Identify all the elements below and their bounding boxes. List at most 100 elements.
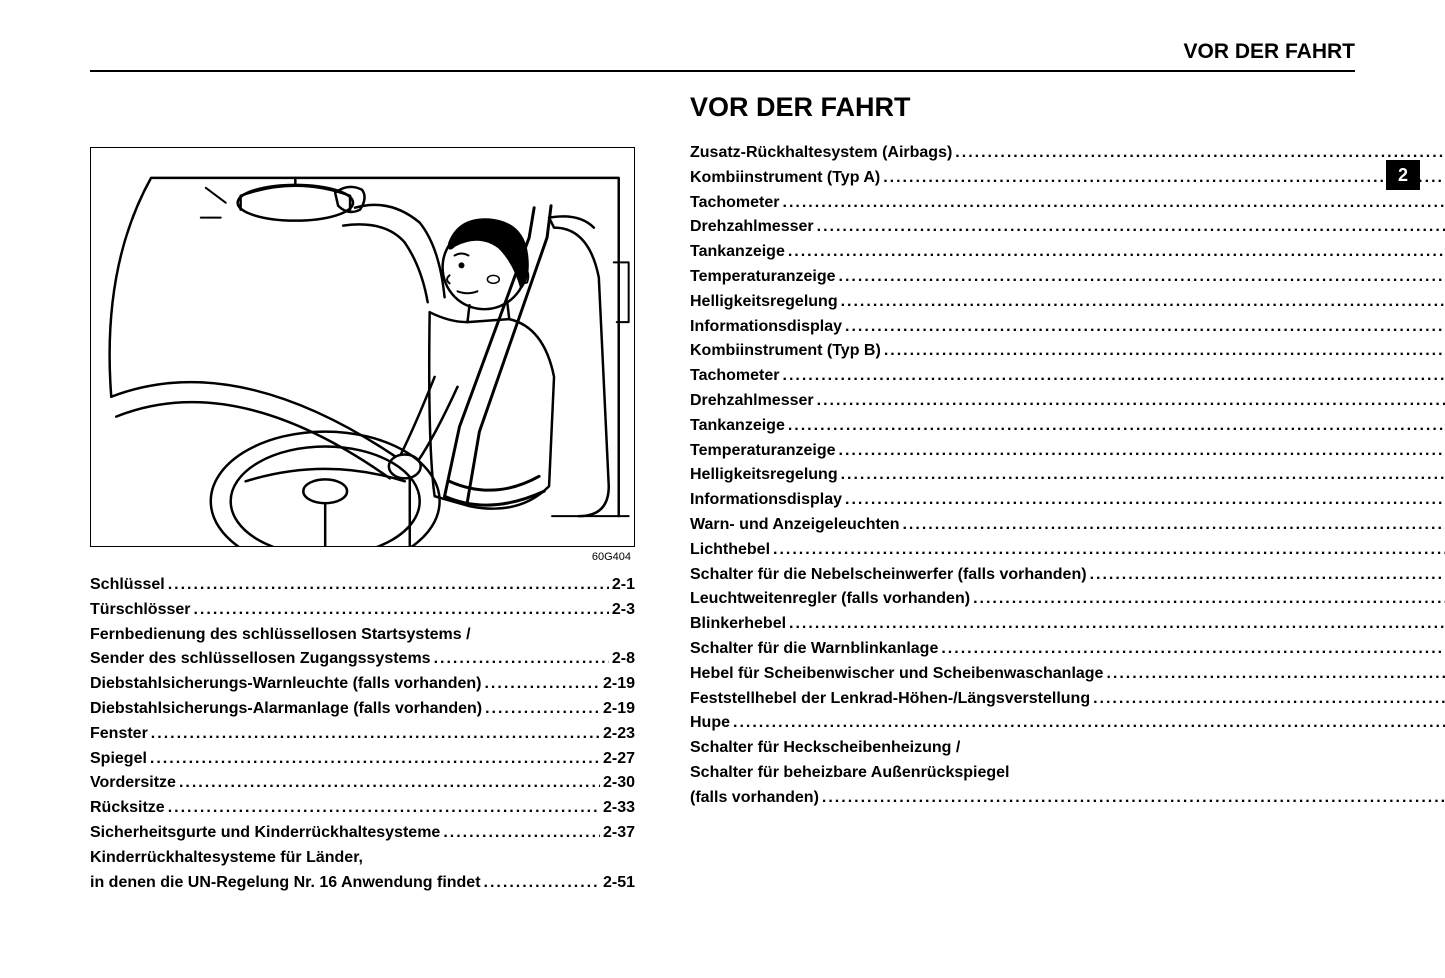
toc-page: 2-33 [603, 796, 635, 821]
toc-entry: Schalter für die Warnblinkanlage 2-163 [690, 637, 1445, 662]
toc-entry: Diebstahlsicherungs-Alarmanlage (falls v… [90, 697, 635, 722]
toc-page: 2-30 [603, 771, 635, 796]
toc-leader-dots [841, 463, 1445, 488]
toc-entry: Helligkeitsregelung 2-80 [690, 290, 1445, 315]
toc-leader-dots [817, 215, 1445, 240]
toc-label: Lichthebel [690, 538, 770, 563]
toc-entry: Informationsdisplay 2-81 [690, 315, 1445, 340]
toc-entry: Zusatz-Rückhaltesystem (Airbags) 2-63 [690, 141, 1445, 166]
toc-leader-dots [839, 439, 1445, 464]
toc-entry: Drehzahlmesser 2-79 [690, 215, 1445, 240]
toc-entry: Hebel für Scheibenwischer und Scheibenwa… [690, 662, 1445, 687]
toc-label: Schalter für die Warnblinkanlage [690, 637, 938, 662]
toc-leader-dots [845, 488, 1445, 513]
toc-entry: Sicherheitsgurte und Kinderrückhaltesyst… [90, 821, 635, 846]
toc-entry: Tachometer 2-104 [690, 364, 1445, 389]
toc-entry: Rücksitze 2-33 [90, 796, 635, 821]
toc-entry: Türschlösser 2-3 [90, 598, 635, 623]
toc-leader-dots [845, 315, 1445, 340]
toc-leader-dots [883, 166, 1445, 191]
toc-leader-dots [151, 722, 600, 747]
toc-leader-dots [434, 647, 609, 672]
toc-label: Drehzahlmesser [690, 389, 814, 414]
toc-leader-dots [168, 573, 609, 598]
toc-leader-dots [484, 672, 599, 697]
left-toc: Schlüssel 2-1Türschlösser 2-3Fernbedienu… [90, 573, 635, 895]
toc-entry: Tachometer 2-79 [690, 191, 1445, 216]
toc-entry: Schlüssel 2-1 [90, 573, 635, 598]
toc-label: Tankanzeige [690, 240, 785, 265]
toc-leader-dots [902, 513, 1445, 538]
toc-leader-dots [817, 389, 1445, 414]
toc-page: 2-51 [603, 871, 635, 896]
toc-leader-dots [783, 191, 1445, 216]
toc-page: 2-1 [612, 573, 635, 598]
toc-label: Spiegel [90, 747, 147, 772]
toc-leader-dots [841, 290, 1445, 315]
toc-entry: Spiegel 2-27 [90, 747, 635, 772]
toc-label: Tankanzeige [690, 414, 785, 439]
toc-label: Hebel für Scheibenwischer und Scheibenwa… [690, 662, 1103, 687]
right-column: VOR DER FAHRT Zusatz-Rückhaltesystem (Ai… [690, 92, 1445, 895]
toc-label: Diebstahlsicherungs-Alarmanlage (falls v… [90, 697, 482, 722]
toc-leader-dots [822, 786, 1445, 811]
toc-label: Temperaturanzeige [690, 265, 836, 290]
toc-label: Feststellhebel der Lenkrad-Höhen-/Längsv… [690, 687, 1090, 712]
toc-label: Warn- und Anzeigeleuchten [690, 513, 899, 538]
toc-entry: Warn- und Anzeigeleuchten 2-136 [690, 513, 1445, 538]
toc-entry: Temperaturanzeige 2-80 [690, 265, 1445, 290]
toc-leader-dots [733, 711, 1445, 736]
toc-label: Tachometer [690, 191, 780, 216]
toc-page: 2-37 [603, 821, 635, 846]
toc-leader-dots [1090, 563, 1445, 588]
left-column: 60G404 Schlüssel 2-1Türschlösser 2-3Fern… [90, 92, 635, 895]
toc-leader-dots [884, 339, 1445, 364]
toc-entry: Fenster 2-23 [90, 722, 635, 747]
toc-label: Diebstahlsicherungs-Warnleuchte (falls v… [90, 672, 481, 697]
toc-entry: Vordersitze 2-30 [90, 771, 635, 796]
toc-leader-dots [150, 747, 600, 772]
running-header: VOR DER FAHRT [90, 40, 1355, 72]
toc-entry: Blinkerhebel 2-162 [690, 612, 1445, 637]
toc-label: Zusatz-Rückhaltesystem (Airbags) [690, 141, 952, 166]
toc-entry: Tankanzeige 2-104 [690, 414, 1445, 439]
toc-entry: Schalter für die Nebelscheinwerfer (fall… [690, 563, 1445, 588]
toc-label: Vordersitze [90, 771, 176, 796]
toc-page: 2-8 [612, 647, 635, 672]
toc-page: 2-19 [603, 672, 635, 697]
toc-leader-dots [484, 871, 600, 896]
toc-leader-dots [783, 364, 1445, 389]
toc-label: Sicherheitsgurte und Kinderrückhaltesyst… [90, 821, 440, 846]
toc-label: Leuchtweitenregler (falls vorhanden) [690, 587, 970, 612]
toc-entry: Tankanzeige 2-79 [690, 240, 1445, 265]
toc-entry: Leuchtweitenregler (falls vorhanden) 2-1… [690, 587, 1445, 612]
right-toc: Zusatz-Rückhaltesystem (Airbags) 2-63Kom… [690, 141, 1445, 811]
toc-page: 2-19 [603, 697, 635, 722]
toc-leader-dots [955, 141, 1445, 166]
toc-label: Türschlösser [90, 598, 190, 623]
toc-leader-dots [788, 414, 1445, 439]
toc-label: Temperaturanzeige [690, 439, 836, 464]
toc-label: (falls vorhanden) [690, 786, 819, 811]
page-content: 60G404 Schlüssel 2-1Türschlösser 2-3Fern… [90, 92, 1355, 895]
toc-label: Fenster [90, 722, 148, 747]
chapter-number: 2 [1398, 165, 1408, 186]
chapter-tab: 2 [1386, 160, 1420, 190]
toc-page: 2-3 [612, 598, 635, 623]
toc-continuation: Kinderrückhaltesysteme für Länder, [90, 846, 635, 871]
toc-entry: in denen die UN-Regelung Nr. 16 Anwendun… [90, 871, 635, 896]
toc-label: in denen die UN-Regelung Nr. 16 Anwendun… [90, 871, 481, 896]
toc-leader-dots [168, 796, 600, 821]
toc-label: Informationsdisplay [690, 488, 842, 513]
toc-page: 2-27 [603, 747, 635, 772]
toc-leader-dots [941, 637, 1445, 662]
toc-label: Sender des schlüssellosen Zugangssystems [90, 647, 431, 672]
toc-page: 2-23 [603, 722, 635, 747]
toc-leader-dots [773, 538, 1445, 563]
toc-entry: (falls vorhanden) 2-170 [690, 786, 1445, 811]
toc-label: Kombiinstrument (Typ B) [690, 339, 881, 364]
toc-leader-dots [1106, 662, 1445, 687]
toc-label: Drehzahlmesser [690, 215, 814, 240]
toc-leader-dots [788, 240, 1445, 265]
toc-entry: Kombiinstrument (Typ A) 2-78 [690, 166, 1445, 191]
